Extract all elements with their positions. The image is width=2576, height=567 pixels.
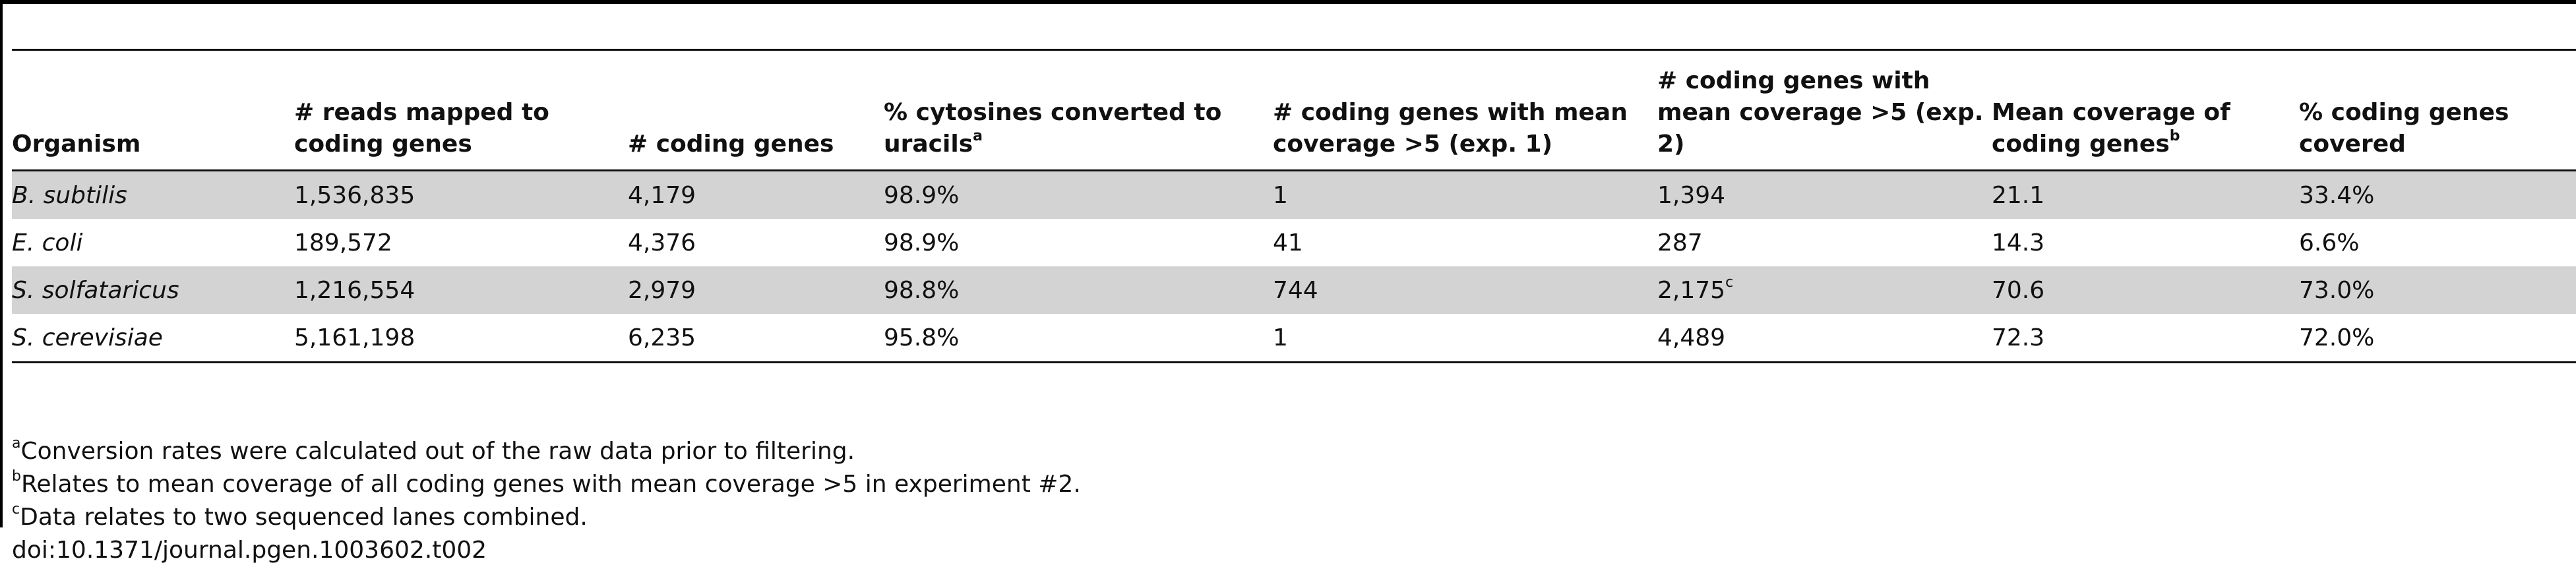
table-footnotes: aConversion rates were calculated out of… — [12, 435, 1081, 567]
table-cell: 4,489 — [1657, 314, 1992, 363]
table-cell: 6.6% — [2299, 229, 2360, 256]
top-border-rule — [0, 0, 2576, 4]
footnote-b: bRelates to mean coverage of all coding … — [12, 468, 1081, 498]
left-border-rule — [0, 0, 3, 527]
footnote-a: aConversion rates were calculated out of… — [12, 435, 855, 465]
table-cell: 1,394 — [1657, 170, 1992, 219]
table-cell: 95.8% — [884, 314, 1273, 363]
table-cell-organism: S. solfataricus — [12, 266, 294, 314]
table-cell: 287 — [1657, 229, 1703, 256]
table-cell: 6,235 — [628, 314, 884, 363]
column-header-mean-coverage: Mean coverage of coding genesb — [1992, 49, 2299, 171]
table-cell: 744 — [1273, 266, 1657, 314]
table-cell: 1,536,835 — [294, 170, 628, 219]
table-cell-organism: E. coli — [12, 229, 83, 256]
table-cell: 98.9% — [884, 229, 960, 256]
table-cell: 70.6 — [1992, 266, 2299, 314]
table-header-row: Organism # reads mapped to coding genes … — [12, 49, 2576, 171]
table-cell: 14.3 — [1992, 229, 2045, 256]
table-row: S. solfataricus 1,216,554 2,979 98.8% 74… — [12, 266, 2576, 314]
table-cell-organism: B. subtilis — [12, 170, 294, 219]
table-cell: 2,175c — [1657, 266, 1992, 314]
table-row: B. subtilis 1,536,835 4,179 98.9% 1 1,39… — [12, 170, 2576, 219]
table-cell-organism: S. cerevisiae — [12, 314, 294, 363]
table-cell: 1,216,554 — [294, 266, 628, 314]
table-cell: 2,979 — [628, 266, 884, 314]
table-cell: 4,376 — [628, 229, 696, 256]
column-header-coverage-exp1: # coding genes with mean coverage >5 (ex… — [1273, 49, 1657, 171]
table-cell: 98.8% — [884, 266, 1273, 314]
data-table: Organism # reads mapped to coding genes … — [12, 49, 2576, 363]
table-cell: 1 — [1273, 170, 1657, 219]
column-header-cytosines-converted: % cytosines converted to uracilsa — [884, 49, 1273, 171]
table-cell: 72.0% — [2299, 314, 2576, 363]
footnote-c: cData relates to two sequenced lanes com… — [12, 501, 588, 531]
table-cell: 73.0% — [2299, 266, 2576, 314]
table-cell: 4,179 — [628, 170, 884, 219]
data-table-container: Organism # reads mapped to coding genes … — [12, 49, 2576, 363]
column-header-coverage-exp2: # coding genes with mean coverage >5 (ex… — [1657, 49, 1992, 171]
footnote-marker: c — [1725, 274, 1734, 291]
table-cell: 21.1 — [1992, 170, 2299, 219]
doi-link[interactable]: doi:10.1371/journal.pgen.1003602.t002 — [12, 537, 487, 564]
table-row: E. coli 189,572 4,376 98.9% 41 287 14.3 … — [12, 219, 2576, 266]
table-cell: 98.9% — [884, 170, 1273, 219]
table-cell: 33.4% — [2299, 170, 2576, 219]
table-cell: 189,572 — [294, 229, 392, 256]
column-header-reads-mapped: # reads mapped to coding genes — [294, 49, 628, 171]
table-cell: 5,161,198 — [294, 314, 628, 363]
table-cell: 1 — [1273, 314, 1657, 363]
table-cell: 41 — [1273, 229, 1303, 256]
table-row: S. cerevisiae 5,161,198 6,235 95.8% 1 4,… — [12, 314, 2576, 363]
table-cell: 72.3 — [1992, 314, 2299, 363]
column-header-coding-genes: # coding genes — [628, 49, 884, 171]
column-header-percent-covered: % coding genes covered — [2299, 49, 2576, 171]
column-header-organism: Organism — [12, 49, 294, 171]
